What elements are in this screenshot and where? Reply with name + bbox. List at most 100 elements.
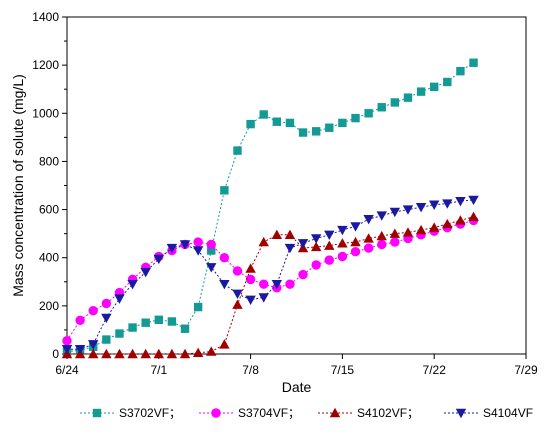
- data-point: [402, 205, 414, 215]
- data-point: [310, 241, 322, 252]
- data-point: [154, 315, 163, 325]
- data-point: [285, 279, 295, 289]
- data-point: [101, 298, 112, 309]
- data-point: [88, 340, 99, 350]
- y-tick-label: 1400: [32, 10, 59, 24]
- data-point: [430, 82, 439, 92]
- data-point: [415, 224, 427, 235]
- data-point: [310, 234, 322, 244]
- series-line: [66, 62, 474, 353]
- data-point: [402, 227, 414, 237]
- data-point: [88, 348, 99, 359]
- legend-label: S3702VF；: [119, 406, 181, 420]
- data-point: [351, 113, 360, 123]
- series-line: [67, 199, 474, 350]
- data-point: [338, 118, 347, 128]
- data-point: [74, 344, 86, 355]
- data-point: [443, 77, 452, 87]
- legend-item: S4102VF；: [318, 406, 419, 420]
- data-point: [258, 236, 269, 247]
- legend-label: S4102VF；: [357, 406, 419, 420]
- series-S4104VF: [61, 195, 479, 355]
- x-tick-label: 7/1: [150, 363, 167, 377]
- x-tick-label: 6/24: [55, 363, 79, 377]
- data-point: [245, 295, 256, 306]
- data-point: [220, 186, 229, 195]
- data-point: [115, 329, 124, 338]
- series-S3704VF: [62, 215, 479, 346]
- x-axis-title: Date: [282, 379, 312, 395]
- data-point: [61, 344, 73, 355]
- data-point: [324, 230, 335, 241]
- data-point: [377, 239, 387, 250]
- chart-legend: S3702VF； S3704VF； S4102VF； S4104VF: [80, 406, 533, 420]
- data-point: [127, 348, 138, 359]
- data-point: [455, 215, 466, 225]
- data-point: [324, 240, 335, 250]
- data-point: [233, 146, 242, 155]
- data-point: [363, 243, 374, 253]
- data-point: [75, 315, 85, 325]
- data-point: [337, 225, 348, 236]
- data-point: [192, 246, 204, 256]
- data-point: [245, 274, 256, 285]
- data-point: [390, 98, 400, 107]
- data-point: [350, 246, 361, 257]
- data-point: [284, 243, 296, 254]
- legend-item: S3702VF；: [80, 406, 181, 420]
- data-point: [167, 317, 177, 326]
- data-point: [272, 117, 282, 126]
- legend-marker: [455, 408, 467, 419]
- data-point: [350, 236, 361, 247]
- data-point: [141, 318, 150, 327]
- data-point: [206, 346, 217, 356]
- data-point: [442, 199, 453, 209]
- data-point: [416, 87, 426, 96]
- data-point: [468, 211, 479, 221]
- series-layer: [61, 58, 479, 359]
- data-point: [207, 246, 216, 255]
- data-point: [219, 253, 230, 263]
- y-tick-label: 600: [39, 203, 59, 217]
- data-point: [337, 238, 348, 248]
- data-point: [206, 239, 216, 250]
- data-point: [88, 305, 98, 316]
- data-point: [455, 196, 466, 207]
- data-point: [390, 237, 400, 247]
- data-point: [298, 128, 308, 137]
- y-tick-label: 200: [39, 299, 59, 313]
- legend-label: S3704VF；: [238, 406, 300, 420]
- data-point: [442, 218, 453, 229]
- data-point: [153, 254, 164, 265]
- data-point: [456, 66, 465, 76]
- series-S4102VF: [61, 211, 479, 359]
- data-point: [364, 109, 373, 118]
- data-point: [219, 339, 230, 349]
- data-point: [258, 293, 269, 303]
- data-point: [114, 294, 125, 304]
- legend-item: S3704VF；: [199, 406, 300, 420]
- data-point: [284, 229, 296, 240]
- data-point: [179, 240, 191, 250]
- legend-marker: [92, 408, 102, 418]
- data-point: [114, 348, 125, 359]
- data-point: [311, 127, 321, 136]
- data-point: [389, 207, 401, 218]
- data-point: [193, 237, 203, 247]
- x-tick-label: 7/8: [242, 363, 259, 377]
- data-point: [324, 255, 334, 265]
- data-point: [62, 336, 72, 346]
- data-point: [102, 335, 111, 344]
- data-point: [192, 347, 204, 357]
- data-point: [101, 348, 112, 359]
- data-point: [166, 348, 178, 359]
- data-point: [271, 229, 283, 240]
- x-tick-label: 7/22: [423, 363, 447, 377]
- data-point: [232, 289, 243, 300]
- data-point: [285, 118, 295, 128]
- data-point: [468, 195, 479, 206]
- data-point: [403, 93, 413, 102]
- y-tick-label: 0: [52, 347, 59, 361]
- data-point: [376, 211, 387, 221]
